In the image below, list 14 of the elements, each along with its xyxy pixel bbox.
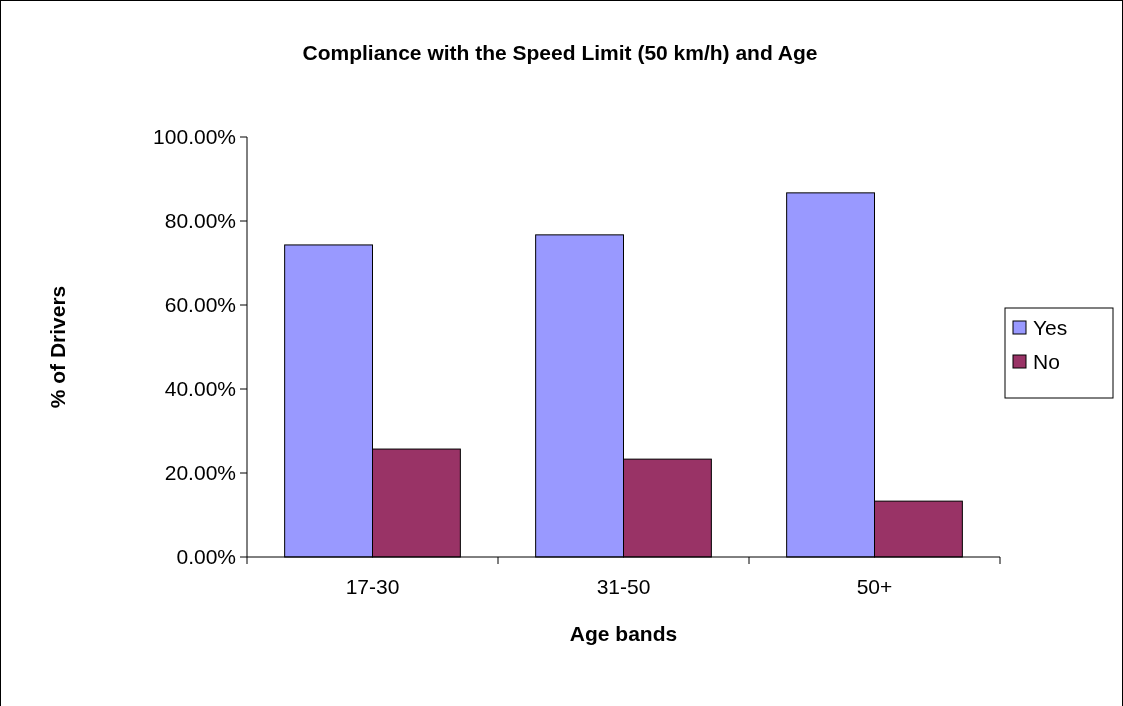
chart-title: Compliance with the Speed Limit (50 km/h) and Age (302, 41, 818, 64)
legend-label: Yes (1033, 316, 1068, 340)
y-tick-label: 100.00% (153, 125, 236, 149)
y-tick-label: 20.00% (164, 461, 236, 485)
x-tick-label: 31-50 (596, 575, 651, 598)
y-tick-label: 80.00% (164, 209, 236, 233)
y-tick-label: 40.00% (164, 377, 236, 401)
legend-label: No (1033, 350, 1060, 374)
y-tick-label: 0.00% (176, 545, 236, 569)
y-tick-label: 60.00% (164, 293, 236, 317)
x-tick-label: 17-30 (345, 575, 400, 598)
x-axis-title: Age bands (569, 622, 678, 645)
y-axis-title: % of Drivers (46, 285, 69, 409)
x-tick-label: 50+ (856, 575, 893, 598)
